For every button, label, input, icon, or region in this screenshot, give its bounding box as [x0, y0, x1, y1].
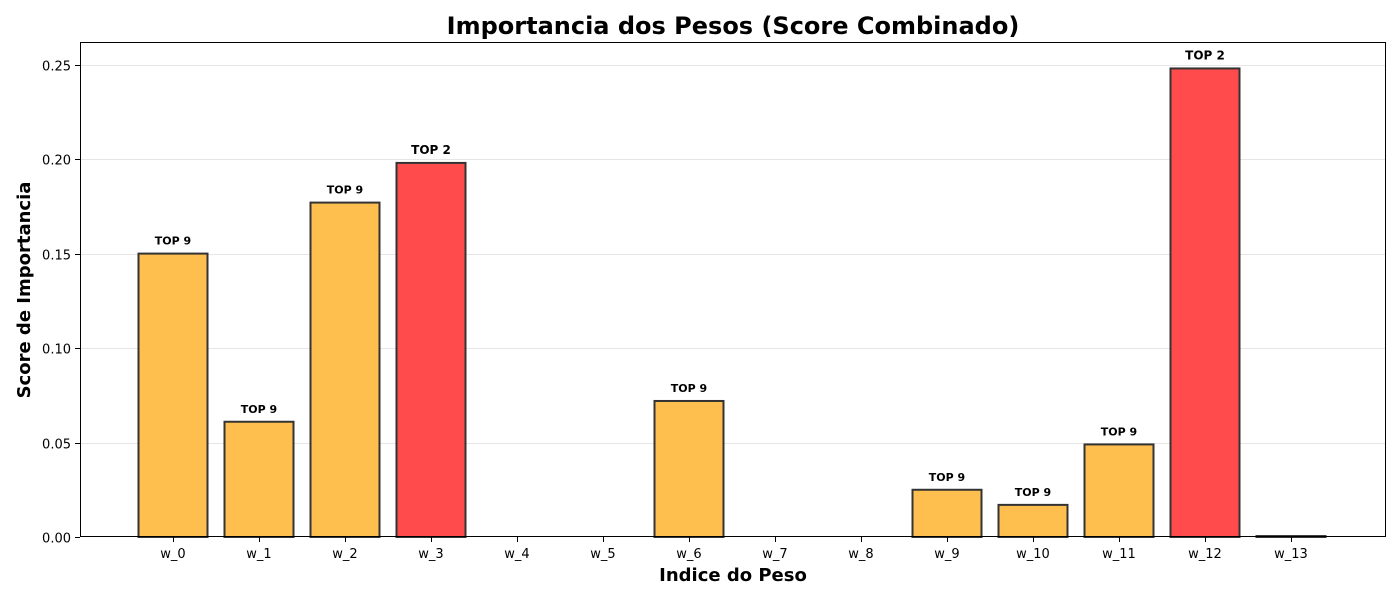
bar-w12	[1169, 67, 1241, 538]
x-tick-label: w_3	[418, 547, 443, 562]
y-axis-ticks: 0.00 0.05 0.10 0.15 0.20 0.25	[42, 60, 80, 547]
bar-data-label: TOP 9	[241, 403, 277, 416]
bar-data-label: TOP 9	[327, 184, 363, 197]
bars	[137, 67, 1327, 539]
x-axis-label: Indice do Peso	[659, 565, 807, 586]
bar-data-label: TOP 9	[155, 235, 191, 248]
bar-data-label: TOP 9	[1015, 486, 1051, 499]
x-tick-label: w_1	[246, 547, 271, 562]
bar-w2	[309, 201, 381, 538]
x-tick-label: w_9	[934, 547, 959, 562]
x-tick-label: w_8	[848, 547, 873, 562]
bar-w0	[137, 252, 209, 538]
bar-data-label: TOP 2	[411, 143, 451, 157]
bar-w9	[911, 488, 983, 539]
y-tick-label: 0.25	[42, 60, 71, 75]
y-tick-label: 0.05	[42, 438, 71, 453]
x-tick-label: w_11	[1102, 547, 1136, 562]
bar-w10	[997, 503, 1069, 539]
bar-labels: TOP 9 TOP 9 TOP 9 TOP 2 TOP 9 TOP 9 TOP 9 TOP 9…	[155, 48, 1225, 498]
bar-data-label: TOP 9	[929, 471, 965, 484]
bar-w1	[223, 420, 295, 539]
grid-lines	[80, 65, 1385, 444]
y-tick-label: 0.10	[42, 343, 71, 358]
bar-data-label: TOP 2	[1185, 48, 1225, 62]
y-tick-label: 0.00	[42, 532, 71, 547]
bar-w6	[653, 399, 725, 538]
y-tick-label: 0.15	[42, 249, 71, 264]
x-tick-label: w_4	[504, 547, 529, 562]
x-tick-label: w_12	[1188, 547, 1222, 562]
x-tick-label: w_2	[332, 547, 357, 562]
x-tick-label: w_0	[160, 547, 185, 562]
x-tick-label: w_5	[590, 547, 615, 562]
y-axis-label: Score de Importancia	[14, 182, 35, 399]
chart-title: Importancia dos Pesos (Score Combinado)	[447, 12, 1020, 40]
bar-data-label: TOP 9	[1101, 425, 1137, 438]
x-axis-ticks: w_0 w_1 w_2 w_3 w_4 w_5 w_6 w_7 w_8 w_9 w_10 w_11 w_…	[160, 537, 1308, 562]
y-tick-label: 0.20	[42, 154, 71, 169]
bar-w3	[395, 161, 467, 539]
bar-w11	[1083, 443, 1155, 539]
x-tick-label: w_10	[1016, 547, 1050, 562]
plot-frame	[80, 42, 1386, 537]
bar-data-label: TOP 9	[671, 382, 707, 395]
x-tick-label: w_13	[1274, 547, 1308, 562]
x-tick-label: w_6	[676, 547, 701, 562]
x-tick-label: w_7	[762, 547, 787, 562]
